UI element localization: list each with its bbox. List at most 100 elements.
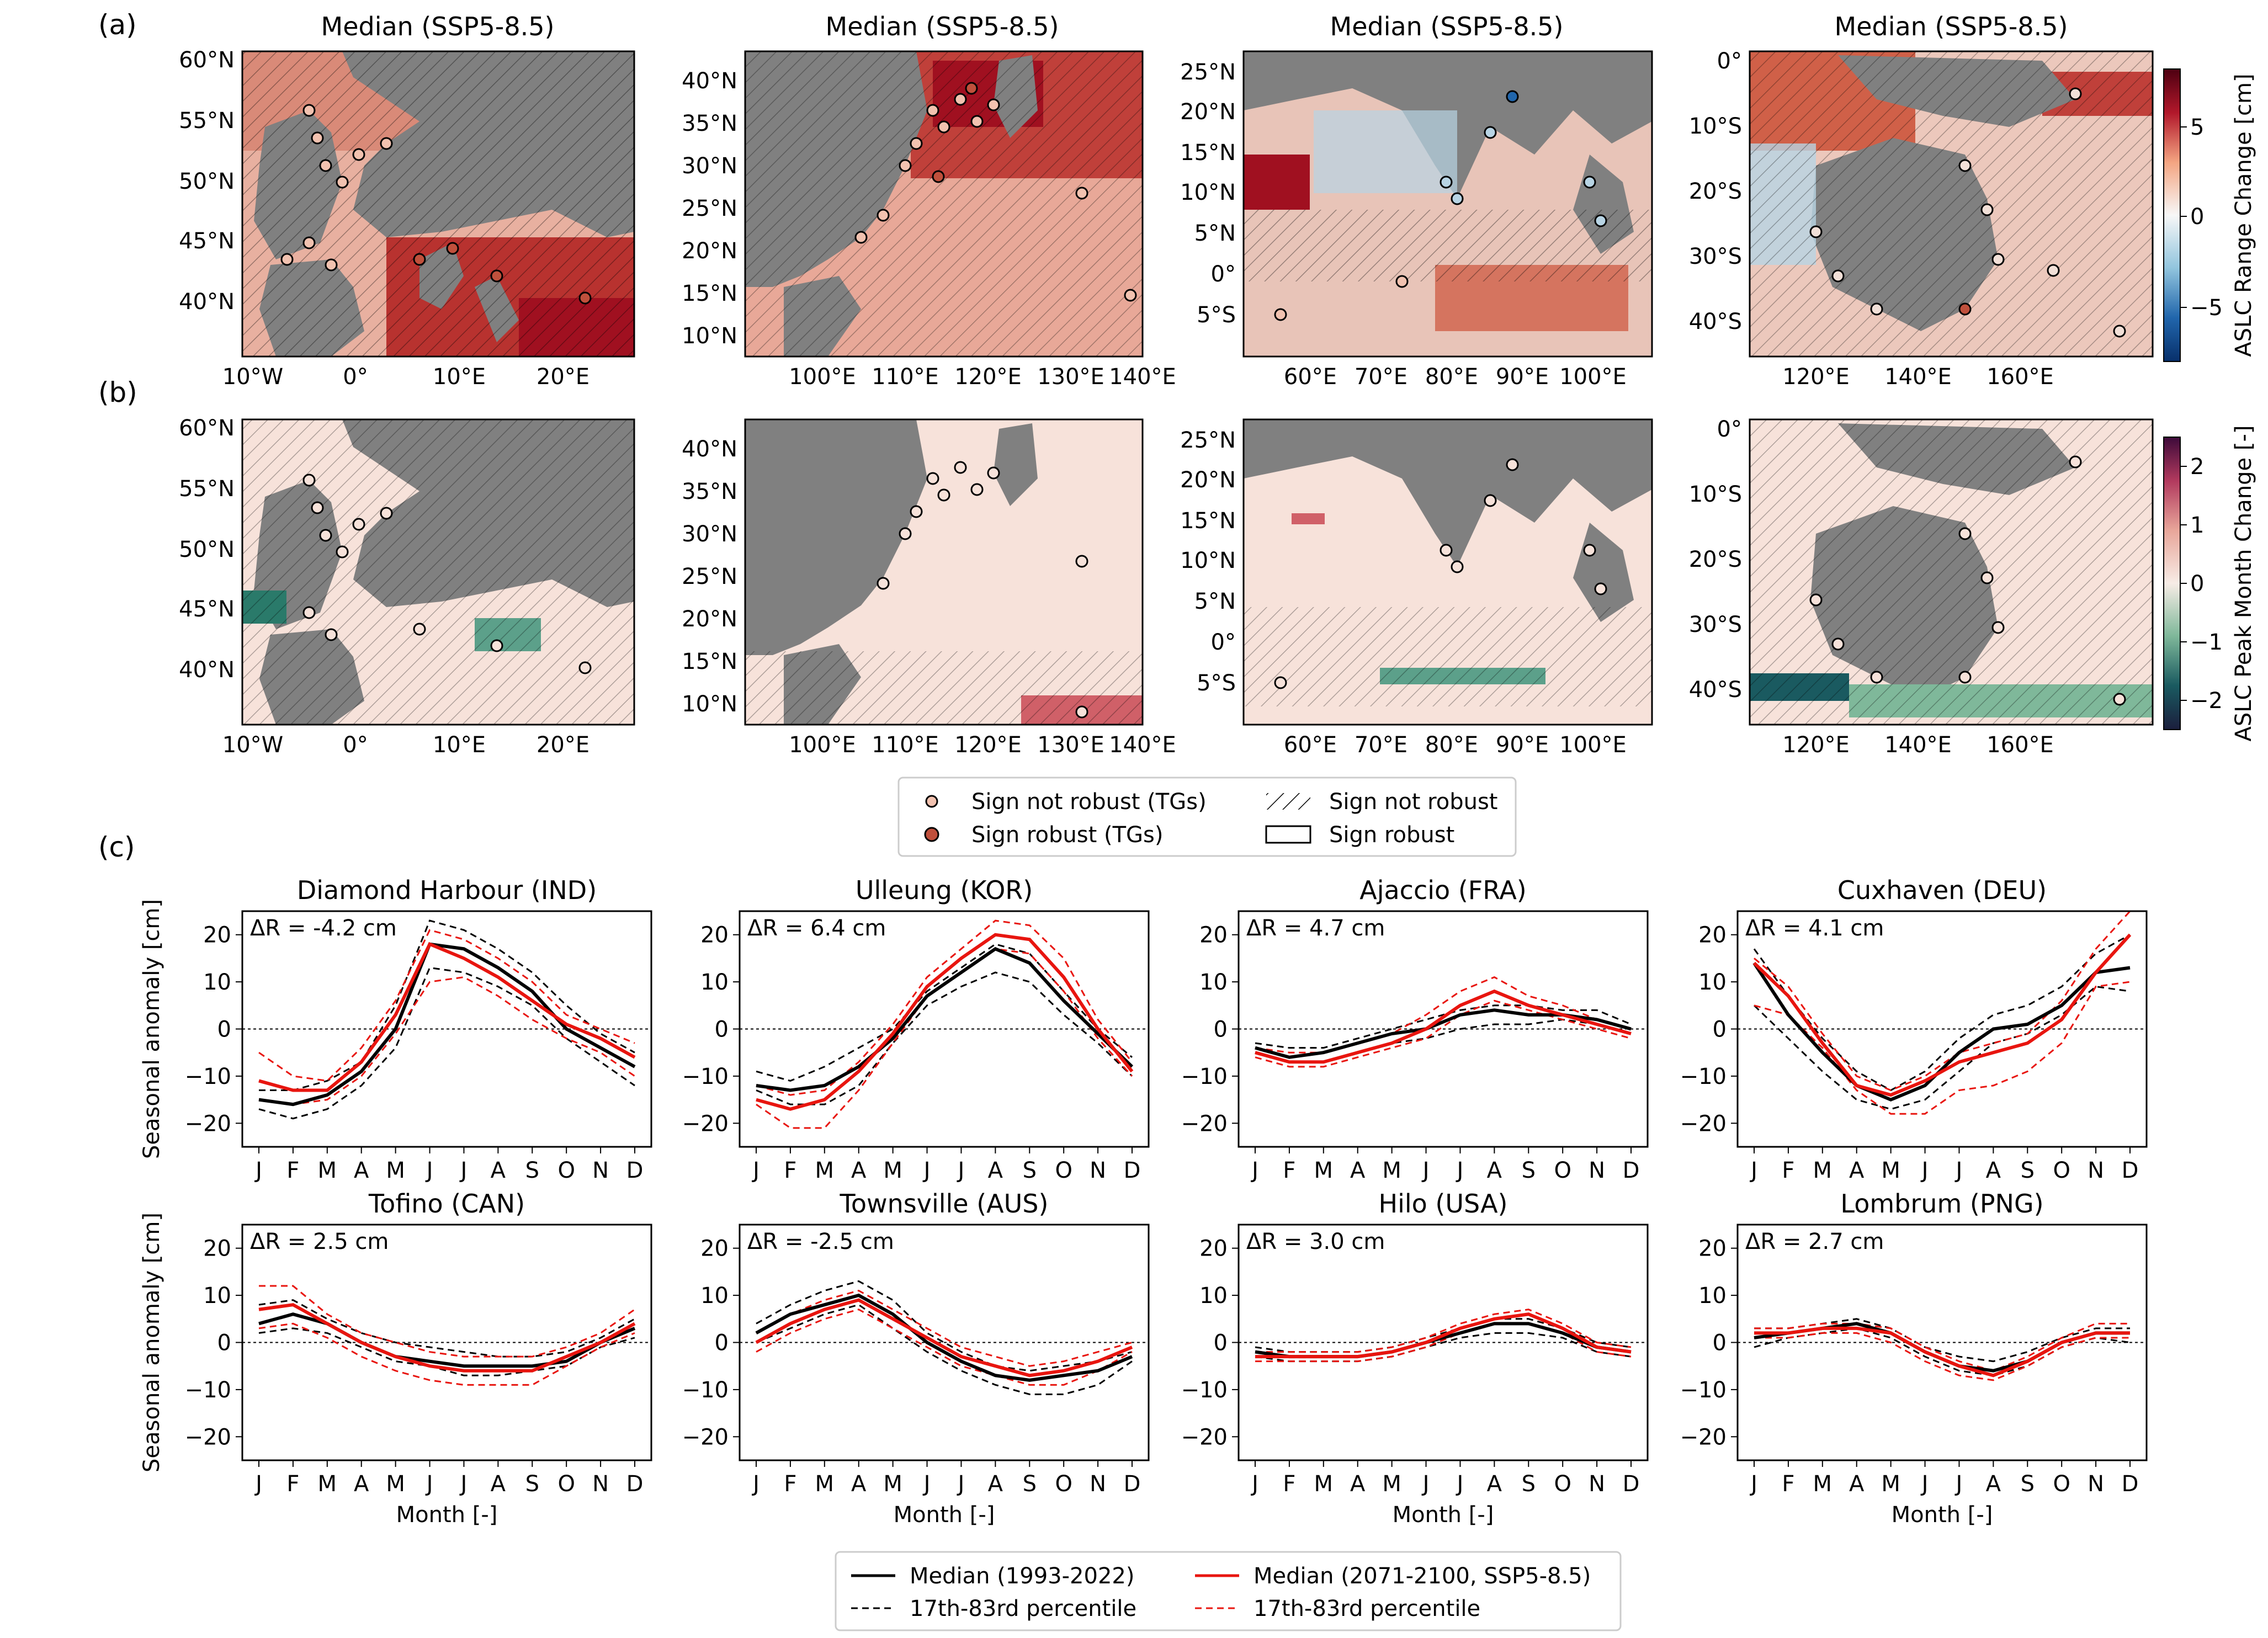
x-tick-label: J [1421,1471,1430,1497]
x-tick-label: D [1124,1158,1141,1183]
lon-tick: 20°E [537,732,589,758]
x-tick-label: O [1554,1471,1571,1497]
x-tick-label: J [1920,1158,1929,1183]
x-tick-label: J [425,1471,433,1497]
y-tick-label: 20 [700,1236,729,1262]
lat-tick: 25°N [1180,428,1236,453]
x-tick-label: J [1456,1158,1464,1183]
x-tick-label: M [1382,1471,1401,1497]
colorbar-label: ASLC Range Change [cm] [2231,73,2256,357]
tide-gauge-markers [302,474,592,674]
lat-tick: 30°N [682,153,737,179]
future-percentile-17-line [756,1309,1133,1386]
x-tick-label: F [286,1158,299,1183]
lat-tick: 5°N [1194,221,1236,246]
future-median-line [258,1303,636,1373]
future-percentile-17-line [1255,999,1632,1068]
x-tick-label: M [1813,1158,1833,1183]
map-title: Median (SSP5-8.5) [826,12,1059,41]
legend-label: Sign robust (TGs) [971,822,1163,848]
x-tick-label: S [2021,1158,2035,1183]
lat-tick: 60°N [179,416,235,441]
lat-tick: 40°N [179,289,235,315]
x-tick-label: M [386,1158,405,1183]
x-tick-label: M [1881,1158,1900,1183]
y-tick-label: −10 [185,1064,231,1089]
lat-tick: 10°N [682,323,737,349]
x-tick-label: M [318,1158,337,1183]
x-tick-label: J [1456,1471,1464,1497]
x-tick-label: S [525,1471,539,1497]
lat-tick: 45°N [179,597,235,622]
x-tick-label: D [626,1158,644,1183]
y-tick-label: 10 [1698,970,1727,995]
future-percentile-17-line [756,948,1133,1129]
tide-gauge-markers [1809,455,2126,706]
y-tick-label: 20 [700,923,729,948]
x-tick-label: J [922,1471,931,1497]
x-tick-label: N [2088,1158,2104,1183]
future-percentile-17-line [258,1322,635,1386]
lon-tick: 160°E [1987,364,2054,390]
lon-tick: 140°E [1884,732,1952,758]
y-tick-label: −10 [185,1378,231,1403]
x-tick-label: A [491,1471,506,1497]
x-tick-label: A [491,1158,506,1183]
lon-tick: 120°E [1782,364,1850,390]
lat-tick: 10°S [1689,114,1742,139]
lat-tick: 20°N [1180,99,1236,125]
lat-tick: 40°N [682,68,737,94]
future-percentile-83-line [1255,976,1632,1054]
x-tick-label: M [883,1158,902,1183]
tide-gauge-markers [854,82,1137,302]
lat-tick: 0° [1717,49,1742,74]
lat-tick: 0° [1717,417,1742,442]
lat-tick: 0° [1211,630,1236,655]
legend-label: 17th-83rd percentile [910,1596,1136,1621]
y-tick-label: 10 [1698,1283,1727,1309]
lon-tick: 10°W [222,732,283,758]
y-tick-label: 0 [1214,1017,1228,1043]
lon-tick: 20°E [537,364,589,390]
y-tick-label: 20 [1199,923,1228,948]
hist-percentile-17-line [1255,1332,1632,1363]
y-tick-label: 0 [1713,1331,1727,1356]
y-tick-label: 0 [715,1331,729,1356]
y-tick-label: 20 [1698,923,1727,948]
y-tick-label: −20 [185,1111,231,1136]
hist-percentile-83-line [1255,1004,1632,1049]
station-panel: Townsville (AUS) ΔR = -2.5 cm 20 10 0 −10 −20 J… [682,1189,1150,1528]
x-tick-label: O [2053,1471,2070,1497]
x-tick-label: D [626,1471,644,1497]
hist-percentile-83-line [258,1299,635,1358]
lat-tick: 5°N [1194,589,1236,614]
lat-tick: 10°N [682,692,737,717]
lon-tick: 10°E [433,732,486,758]
x-tick-label: M [386,1471,405,1497]
x-tick-label: F [286,1471,299,1497]
x-tick-label: M [1813,1471,1833,1497]
lat-tick: 20°N [682,607,737,632]
lat-tick: 20°S [1689,547,1742,572]
station-title: Diamond Harbour (IND) [297,875,597,905]
future-percentile-83-line [1754,910,2131,1092]
y-tick-label: −10 [1181,1378,1228,1403]
lon-tick: 100°E [1559,732,1627,758]
delta-range-annotation: ΔR = 3.0 cm [1246,1229,1385,1254]
lat-tick: 40°S [1689,309,1742,334]
x-tick-label: M [318,1471,337,1497]
delta-range-annotation: ΔR = 2.7 cm [1745,1229,1884,1254]
delta-range-annotation: ΔR = 2.5 cm [250,1229,389,1254]
hist-percentile-17-line [756,1304,1133,1395]
panel-label-b: (b) [98,376,137,408]
colorbar-tick: 0 [2190,204,2204,230]
y-tick-label: 0 [217,1017,231,1043]
lat-tick: 30°N [682,522,737,547]
x-tick-label: N [1090,1471,1106,1497]
x-tick-label: J [1954,1471,1963,1497]
lat-tick: 45°N [179,228,235,254]
x-tick-label: F [1782,1158,1794,1183]
